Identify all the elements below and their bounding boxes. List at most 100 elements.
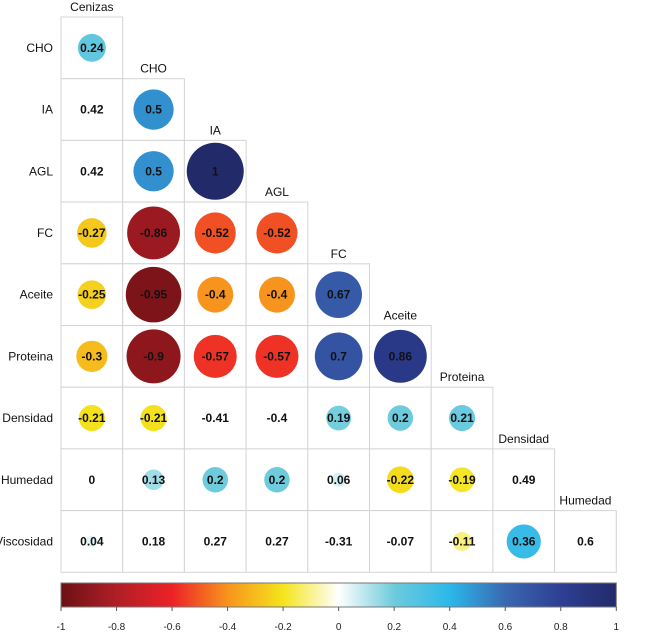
correlation-value: 0 bbox=[89, 473, 96, 487]
correlation-value: 0.13 bbox=[142, 473, 166, 487]
correlation-value: -0.95 bbox=[140, 288, 168, 302]
correlation-circle bbox=[314, 332, 363, 381]
correlation-value: 0.7 bbox=[330, 349, 347, 363]
colorbar-tick-label: -0.6 bbox=[163, 622, 181, 633]
colorbar-tick-label: -0.8 bbox=[108, 622, 126, 633]
correlation-value: -0.9 bbox=[143, 349, 164, 363]
matrix-cell bbox=[307, 448, 370, 512]
correlation-value: 0.36 bbox=[512, 534, 536, 548]
colorbar-tick-label: 0.6 bbox=[498, 622, 512, 633]
row-label: Proteina bbox=[8, 349, 53, 363]
matrix-cell bbox=[60, 139, 124, 203]
matrix-cell bbox=[60, 448, 124, 512]
matrix-cell bbox=[245, 386, 309, 450]
correlation-circle bbox=[197, 276, 234, 313]
correlation-circle bbox=[76, 340, 108, 372]
correlation-value: -0.86 bbox=[140, 226, 168, 240]
column-label: Cenizas bbox=[70, 0, 113, 14]
column-label: IA bbox=[210, 123, 221, 137]
colorbar-tick-label: 0 bbox=[336, 622, 342, 633]
matrix-cell bbox=[183, 386, 247, 450]
row-label: AGL bbox=[29, 164, 53, 178]
correlation-circle bbox=[140, 404, 167, 432]
row-label: IA bbox=[42, 103, 53, 117]
correlation-value: -0.41 bbox=[202, 411, 230, 425]
colorbar-tick-label: -1 bbox=[57, 622, 66, 633]
correlation-circle bbox=[326, 405, 352, 431]
correlation-value: 0.18 bbox=[142, 534, 166, 548]
colorbar-tick-label: -0.4 bbox=[219, 622, 237, 633]
correlation-value: 0.04 bbox=[80, 534, 104, 548]
correlation-circle bbox=[86, 535, 98, 548]
correlation-circle bbox=[133, 151, 174, 192]
colorbar-tick-label: 1 bbox=[614, 622, 620, 633]
colorbar-tick-label: -0.2 bbox=[275, 622, 293, 633]
correlation-value: 0.27 bbox=[204, 534, 228, 548]
correlation-value: 0.42 bbox=[80, 103, 104, 117]
matrix-cell bbox=[122, 510, 185, 573]
correlation-circle bbox=[452, 531, 472, 551]
column-label: Proteina bbox=[440, 370, 485, 384]
correlation-value: -0.52 bbox=[263, 226, 291, 240]
correlation-value: 0.5 bbox=[145, 164, 162, 178]
correlation-value: 0.42 bbox=[80, 164, 104, 178]
correlation-circle bbox=[258, 276, 295, 313]
correlation-value: 0.2 bbox=[207, 473, 224, 487]
column-label: FC bbox=[331, 247, 347, 261]
correlation-value: -0.21 bbox=[140, 411, 168, 425]
matrix-cell bbox=[122, 139, 185, 203]
correlation-value: -0.19 bbox=[448, 473, 476, 487]
correlation-circle bbox=[78, 404, 105, 432]
correlation-circle bbox=[127, 206, 180, 260]
row-label: FC bbox=[37, 226, 53, 240]
column-label: Aceite bbox=[384, 309, 418, 323]
correlation-circle bbox=[202, 467, 228, 493]
correlation-value: -0.22 bbox=[387, 473, 415, 487]
correlation-value: 0.49 bbox=[512, 473, 536, 487]
matrix-cell bbox=[60, 201, 124, 265]
column-label: Densidad bbox=[498, 432, 549, 446]
correlation-circle bbox=[133, 89, 174, 130]
correlation-value: 0.6 bbox=[577, 534, 594, 548]
correlation-circle bbox=[186, 142, 244, 200]
correlation-value: -0.31 bbox=[325, 534, 353, 548]
colorbar-tick-label: 0.4 bbox=[443, 622, 457, 633]
correlation-circle bbox=[194, 212, 236, 254]
correlation-circle bbox=[193, 334, 237, 378]
matrix-cell bbox=[183, 510, 247, 573]
matrix-cell bbox=[554, 510, 617, 573]
correlation-circle bbox=[315, 271, 362, 318]
correlation-circle bbox=[386, 466, 414, 494]
row-label: Densidad bbox=[2, 411, 53, 425]
correlation-value: -0.3 bbox=[82, 349, 103, 363]
correlation-value: 0.19 bbox=[327, 411, 351, 425]
correlation-value: -0.25 bbox=[78, 288, 106, 302]
correlation-circle bbox=[256, 212, 298, 254]
correlation-value: -0.4 bbox=[205, 288, 226, 302]
correlation-value: 1 bbox=[212, 164, 219, 178]
correlation-value: -0.52 bbox=[202, 226, 230, 240]
correlation-value: -0.07 bbox=[387, 534, 415, 548]
correlation-value: -0.57 bbox=[202, 349, 230, 363]
column-label: CHO bbox=[140, 62, 167, 76]
correlation-value: 0.06 bbox=[327, 473, 351, 487]
correlation-value: -0.27 bbox=[78, 226, 106, 240]
correlation-circle bbox=[77, 33, 106, 62]
row-label: Humedad bbox=[1, 473, 53, 487]
row-label: Aceite bbox=[20, 288, 54, 302]
correlation-circle bbox=[77, 280, 107, 309]
correlation-circle bbox=[255, 334, 299, 378]
matrix-cell bbox=[245, 510, 309, 573]
colorbar-tick-label: 0.2 bbox=[387, 622, 401, 633]
column-label: AGL bbox=[265, 185, 289, 199]
correlation-circle bbox=[449, 467, 475, 493]
correlation-value: 0.21 bbox=[450, 411, 474, 425]
correlation-value: 0.5 bbox=[145, 103, 162, 117]
correlation-value: 0.27 bbox=[265, 534, 289, 548]
matrix-cell bbox=[492, 448, 556, 512]
correlation-circle bbox=[331, 472, 346, 487]
correlation-circle bbox=[77, 218, 107, 248]
correlation-value: -0.21 bbox=[78, 411, 106, 425]
correlation-circle bbox=[506, 524, 541, 559]
